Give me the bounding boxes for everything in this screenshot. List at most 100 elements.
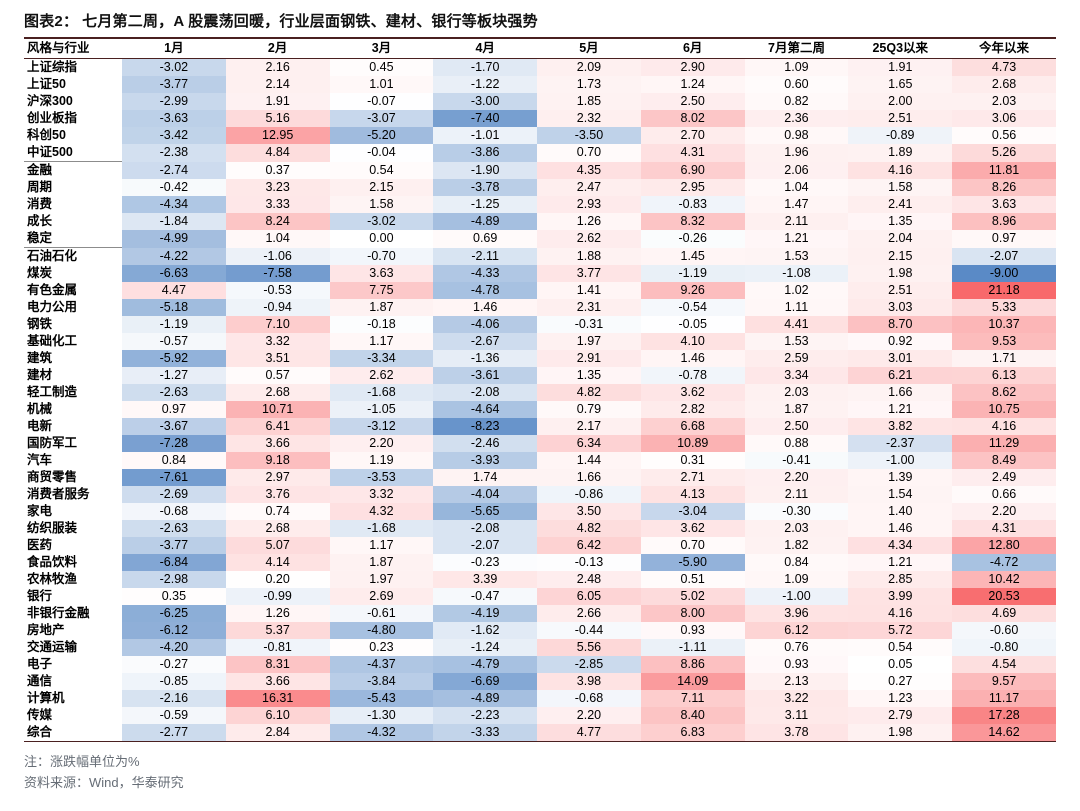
- value-cell: 1.88: [537, 247, 641, 265]
- value-cell: -3.33: [433, 724, 538, 742]
- value-cell: 2.90: [640, 58, 745, 76]
- value-cell: -2.08: [433, 520, 538, 537]
- value-cell: 2.68: [952, 76, 1056, 93]
- value-cell: 10.75: [952, 401, 1056, 418]
- table-row: 钢铁 -1.19 7.10 -0.18 -4.06 -0.31 -0.05 4.41 8.70 1…: [24, 316, 1056, 333]
- value-cell: 0.69: [433, 230, 538, 248]
- table-row: 电新 -3.67 6.41 -3.12 -8.23 2.17 6.68 2.50 3.82 4.1…: [24, 418, 1056, 435]
- value-cell: 3.82: [848, 418, 953, 435]
- value-cell: -0.54: [640, 299, 745, 316]
- value-cell: -1.19: [122, 316, 226, 333]
- value-cell: 6.10: [225, 707, 330, 724]
- value-cell: -3.07: [329, 110, 434, 127]
- value-cell: 8.49: [952, 452, 1056, 469]
- row-label: 稳定: [24, 230, 122, 248]
- value-cell: 0.84: [122, 452, 226, 469]
- value-cell: -0.07: [329, 93, 434, 110]
- value-cell: 0.54: [329, 161, 434, 179]
- value-cell: 2.68: [225, 520, 330, 537]
- value-cell: -4.78: [433, 282, 538, 299]
- value-cell: -4.89: [433, 213, 538, 230]
- table-row: 纺织服装 -2.63 2.68 -1.68 -2.08 4.82 3.62 2.03 1.46 4…: [24, 520, 1056, 537]
- value-cell: -0.85: [122, 673, 226, 690]
- value-cell: 4.35: [537, 161, 641, 179]
- header-row: 风格与行业 1月 2月 3月 4月 5月 6月 7月第二周 25Q3以来 今年以来: [24, 38, 1056, 59]
- value-cell: 4.69: [952, 605, 1056, 622]
- value-cell: 4.14: [225, 554, 330, 571]
- table-row: 中证500 -2.38 4.84 -0.04 -3.86 0.70 4.31 1.96 1.89…: [24, 144, 1056, 162]
- table-row: 金融 -2.74 0.37 0.54 -1.90 4.35 6.90 2.06 4.16 11.8…: [24, 161, 1056, 179]
- value-cell: 16.31: [225, 690, 330, 707]
- value-cell: -2.08: [433, 384, 538, 401]
- value-cell: 1.96: [744, 144, 849, 162]
- value-cell: -1.24: [433, 639, 538, 656]
- row-label: 商贸零售: [24, 469, 122, 486]
- value-cell: -1.90: [433, 161, 538, 179]
- value-cell: 3.78: [744, 724, 849, 742]
- value-cell: 4.13: [640, 486, 745, 503]
- value-cell: -0.60: [952, 622, 1056, 639]
- value-cell: -6.12: [122, 622, 226, 639]
- row-label: 有色金属: [24, 282, 122, 299]
- table-row: 计算机 -2.16 16.31 -5.43 -4.89 -0.68 7.11 3.22 1.23…: [24, 690, 1056, 707]
- value-cell: -2.07: [952, 247, 1056, 265]
- value-cell: 0.60: [744, 76, 849, 93]
- value-cell: 2.51: [848, 110, 953, 127]
- value-cell: -5.65: [433, 503, 538, 520]
- value-cell: 2.14: [225, 76, 330, 93]
- value-cell: -4.34: [122, 196, 226, 213]
- value-cell: -5.43: [329, 690, 434, 707]
- table-row: 消费者服务 -2.69 3.76 3.32 -4.04 -0.86 4.13 2.11 1.54…: [24, 486, 1056, 503]
- table-row: 电力公用 -5.18 -0.94 1.87 1.46 2.31 -0.54 1.11 3.03 5…: [24, 299, 1056, 316]
- value-cell: -9.00: [952, 265, 1056, 282]
- value-cell: 2.41: [848, 196, 953, 213]
- value-cell: 7.11: [640, 690, 745, 707]
- value-cell: 4.41: [744, 316, 849, 333]
- table-row: 农林牧渔 -2.98 0.20 1.97 3.39 2.48 0.51 1.09 2.85 10.…: [24, 571, 1056, 588]
- value-cell: -4.99: [122, 230, 226, 248]
- table-row: 上证50 -3.77 2.14 1.01 -1.22 1.73 1.24 0.60 1.65 2.…: [24, 76, 1056, 93]
- value-cell: 3.03: [848, 299, 953, 316]
- value-cell: 0.20: [225, 571, 330, 588]
- value-cell: -0.31: [537, 316, 641, 333]
- table-header: 风格与行业 1月 2月 3月 4月 5月 6月 7月第二周 25Q3以来 今年以来: [24, 38, 1056, 59]
- row-label: 家电: [24, 503, 122, 520]
- value-cell: 1.21: [744, 230, 849, 248]
- value-cell: 5.33: [952, 299, 1056, 316]
- value-cell: -7.61: [122, 469, 226, 486]
- value-cell: 0.76: [744, 639, 849, 656]
- figure-title-text: 七月第二周，A 股震荡回暖，行业层面钢铁、建材、银行等板块强势: [82, 13, 538, 30]
- value-cell: -3.77: [122, 537, 226, 554]
- value-cell: 4.82: [537, 520, 641, 537]
- table-row: 家电 -0.68 0.74 4.32 -5.65 3.50 -3.04 -0.30 1.40 2.…: [24, 503, 1056, 520]
- column-header: 1月: [122, 38, 226, 59]
- value-cell: -0.83: [640, 196, 745, 213]
- value-cell: -3.61: [433, 367, 538, 384]
- value-cell: 2.95: [640, 179, 745, 196]
- value-cell: -0.99: [225, 588, 330, 605]
- value-cell: -0.41: [744, 452, 849, 469]
- value-cell: -1.08: [744, 265, 849, 282]
- row-label: 钢铁: [24, 316, 122, 333]
- value-cell: 2.79: [848, 707, 953, 724]
- value-cell: -4.20: [122, 639, 226, 656]
- value-cell: 1.21: [848, 554, 953, 571]
- row-label: 煤炭: [24, 265, 122, 282]
- value-cell: 2.06: [744, 161, 849, 179]
- value-cell: 4.54: [952, 656, 1056, 673]
- value-cell: -3.34: [329, 350, 434, 367]
- value-cell: 0.84: [744, 554, 849, 571]
- row-label: 金融: [24, 161, 122, 179]
- value-cell: 1.98: [848, 724, 953, 742]
- value-cell: -0.86: [537, 486, 641, 503]
- value-cell: 3.33: [225, 196, 330, 213]
- row-label: 中证500: [24, 144, 122, 162]
- value-cell: 2.49: [952, 469, 1056, 486]
- value-cell: -4.37: [329, 656, 434, 673]
- row-label: 非银行金融: [24, 605, 122, 622]
- value-cell: -5.18: [122, 299, 226, 316]
- value-cell: 2.69: [329, 588, 434, 605]
- value-cell: -6.84: [122, 554, 226, 571]
- value-cell: 1.26: [225, 605, 330, 622]
- row-label: 电新: [24, 418, 122, 435]
